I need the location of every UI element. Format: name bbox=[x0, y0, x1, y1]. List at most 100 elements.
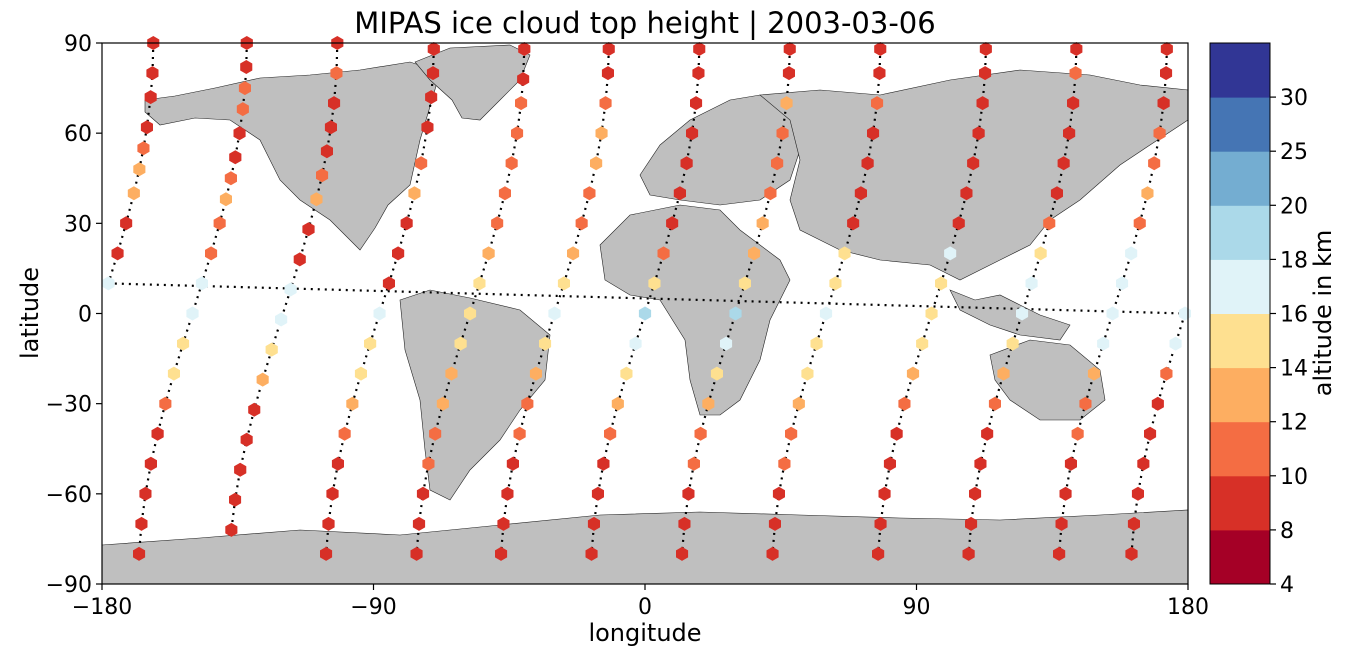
cloud-top-point bbox=[408, 186, 421, 201]
cloud-top-point bbox=[567, 246, 580, 261]
cloud-top-point bbox=[364, 336, 377, 351]
cloud-top-point bbox=[1133, 216, 1146, 231]
cloud-top-point bbox=[373, 306, 386, 321]
cloud-top-point bbox=[1067, 96, 1080, 111]
y-axis-label: latitude bbox=[16, 267, 44, 359]
cloud-top-point bbox=[686, 126, 699, 141]
cloud-top-point bbox=[320, 144, 333, 159]
cloud-top-point bbox=[979, 42, 992, 56]
cloud-top-point bbox=[144, 90, 157, 105]
cloud-top-point bbox=[768, 516, 781, 531]
cloud-top-point bbox=[256, 372, 269, 387]
cloud-top-point bbox=[972, 126, 985, 141]
cloud-top-point bbox=[151, 426, 164, 441]
cloud-top-point bbox=[425, 90, 438, 105]
cloud-top-point bbox=[1064, 456, 1077, 471]
cloud-top-point bbox=[422, 456, 435, 471]
cloud-top-point bbox=[680, 156, 693, 171]
y-tick-label: 30 bbox=[64, 212, 92, 237]
cloud-top-point bbox=[801, 366, 814, 381]
cloud-top-point bbox=[925, 306, 938, 321]
cloud-top-point bbox=[518, 42, 531, 56]
cloud-top-point bbox=[338, 426, 351, 441]
south-america-land bbox=[399, 289, 551, 501]
cloud-top-point bbox=[935, 276, 948, 291]
cloud-top-point bbox=[766, 546, 779, 561]
cloud-top-point bbox=[1050, 186, 1063, 201]
cloud-top-point bbox=[1106, 306, 1119, 321]
cloud-top-point bbox=[1043, 216, 1056, 231]
cloud-top-point bbox=[890, 426, 903, 441]
cloud-top-point bbox=[657, 246, 670, 261]
cloud-top-point bbox=[517, 72, 530, 87]
colorbar-tick-label: 14 bbox=[1280, 357, 1308, 382]
cloud-top-point bbox=[392, 246, 405, 261]
colorbar-bin bbox=[1210, 367, 1270, 423]
cloud-top-point bbox=[322, 516, 335, 531]
colorbar-tick-label: 8 bbox=[1280, 519, 1294, 544]
x-tick-label: −180 bbox=[72, 595, 132, 620]
cloud-top-point bbox=[324, 120, 337, 135]
cloud-top-point bbox=[1157, 96, 1170, 111]
colorbar-tick-label: 18 bbox=[1280, 248, 1308, 273]
colorbar-bin bbox=[1210, 259, 1270, 314]
cloud-top-point bbox=[673, 186, 686, 201]
cloud-top-point bbox=[906, 366, 920, 381]
colorbar bbox=[1209, 42, 1271, 585]
cloud-top-point bbox=[871, 96, 884, 111]
colorbar-bin bbox=[1210, 97, 1270, 152]
cloud-top-point bbox=[780, 96, 793, 111]
colorbar-tick-label: 10 bbox=[1280, 465, 1308, 490]
cloud-top-point bbox=[590, 156, 603, 171]
cloud-top-point bbox=[692, 66, 705, 81]
cloud-top-point bbox=[331, 456, 344, 471]
cloud-top-point bbox=[1160, 42, 1173, 56]
cloud-top-point bbox=[167, 366, 180, 381]
cloud-top-point bbox=[429, 426, 442, 441]
cloud-top-point bbox=[1131, 486, 1144, 501]
cloud-top-point bbox=[867, 126, 880, 141]
cloud-top-point bbox=[346, 396, 359, 411]
cloud-top-point bbox=[988, 396, 1001, 411]
cloud-top-point bbox=[427, 42, 440, 56]
cloud-top-point bbox=[785, 426, 798, 441]
cloud-top-point bbox=[979, 66, 992, 81]
cloud-top-point bbox=[505, 156, 518, 171]
cloud-top-point bbox=[611, 396, 624, 411]
cloud-top-point bbox=[969, 486, 982, 501]
cloud-top-point bbox=[426, 66, 440, 81]
cloud-top-point bbox=[233, 126, 246, 141]
cloud-top-point bbox=[967, 156, 980, 171]
cloud-top-point bbox=[445, 366, 458, 381]
cloud-top-point bbox=[1059, 486, 1072, 501]
cloud-top-point bbox=[412, 516, 426, 531]
cloud-top-point bbox=[782, 66, 795, 81]
cloud-top-point bbox=[302, 222, 315, 237]
cloud-top-point bbox=[595, 126, 608, 141]
cloud-top-point bbox=[883, 456, 896, 471]
cloud-top-point bbox=[776, 126, 789, 141]
cloud-top-point bbox=[878, 486, 891, 501]
cloud-top-point bbox=[874, 42, 887, 56]
cloud-top-point bbox=[506, 456, 519, 471]
cloud-top-point bbox=[1116, 276, 1129, 291]
colorbar-bin bbox=[1210, 205, 1270, 260]
cloud-top-point bbox=[976, 96, 989, 111]
cloud-top-point bbox=[135, 516, 148, 531]
x-tick-label: −90 bbox=[350, 595, 396, 620]
cloud-top-point bbox=[133, 162, 146, 177]
cloud-top-point bbox=[873, 66, 886, 81]
cloud-top-point bbox=[497, 516, 510, 531]
cloud-top-point bbox=[186, 306, 199, 321]
cloud-top-point bbox=[293, 252, 306, 267]
x-tick-label: 90 bbox=[903, 595, 931, 620]
cloud-top-point bbox=[602, 42, 615, 56]
cloud-top-point bbox=[829, 276, 842, 291]
cloud-top-point bbox=[965, 516, 978, 531]
cloud-top-point bbox=[620, 366, 633, 381]
cloud-top-point bbox=[702, 396, 715, 411]
cloud-top-point bbox=[1151, 396, 1164, 411]
colorbar-bin bbox=[1210, 475, 1270, 531]
cloud-top-point bbox=[962, 546, 975, 561]
cloud-top-point bbox=[1141, 186, 1154, 201]
